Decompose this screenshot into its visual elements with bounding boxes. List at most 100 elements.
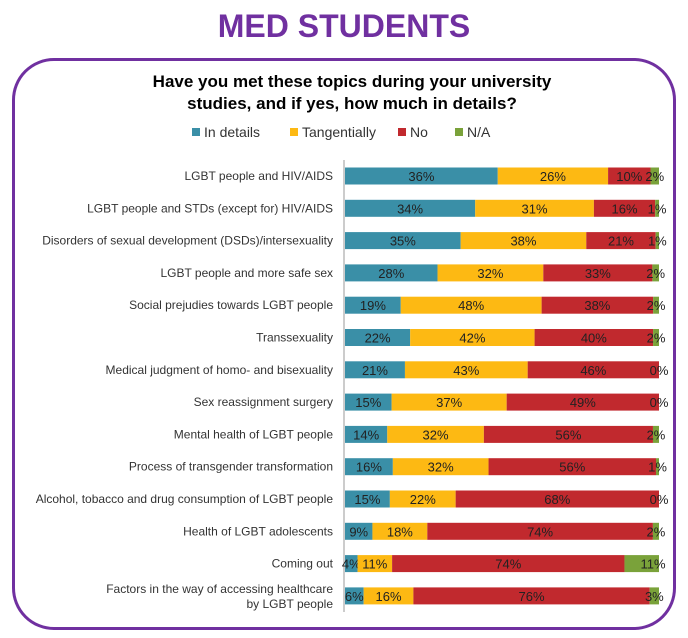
data-label: 49% [570,395,596,410]
category-label: Factors in the way of accessing healthca… [106,582,333,596]
category-label: Mental health of LGBT people [174,427,334,441]
bar-segment [655,199,659,217]
data-label: 38% [584,298,610,313]
data-label: 1% [648,234,667,249]
data-label: 40% [581,331,607,346]
category-label: Transsexuality [256,331,333,345]
data-label: 15% [354,492,380,507]
page-title: MED STUDENTS [217,8,471,44]
bar-segment [392,458,489,476]
bar-segment [652,522,659,540]
data-label: 37% [436,395,462,410]
bar-segment [345,458,393,476]
chart-title: studies, and if yes, how much in details… [187,94,517,113]
data-label: 26% [540,169,566,184]
bar-segment [543,264,653,282]
bar-segment [475,199,594,217]
chart-title: Have you met these topics during your un… [153,72,552,91]
data-label: 43% [453,363,479,378]
data-label: 42% [459,331,485,346]
legend-label: In details [204,124,260,140]
category-label: LGBT people and more safe sex [160,266,333,280]
data-label: 2% [647,524,666,539]
data-label: 0% [650,395,669,410]
bar-segment [389,490,456,508]
legend-swatch [455,128,463,136]
bar-segment [410,329,535,346]
data-label: 14% [353,427,379,442]
bar-segment [653,296,659,314]
category-label: Coming out [272,557,334,571]
bar-segment [650,167,659,185]
data-label: 2% [646,266,665,281]
data-label: 56% [559,460,585,475]
data-label: 16% [376,589,402,604]
bar-segment [400,296,542,314]
data-label: 11% [362,557,387,572]
category-label: Sex reassignment surgery [194,395,333,409]
data-label: 74% [495,557,521,572]
bar-segment [345,393,392,411]
bar-segment [345,232,461,250]
bar-segment [387,425,484,443]
bar-segment [357,555,393,573]
bar-segment [345,555,358,573]
data-label: 76% [519,589,545,604]
data-label: 74% [527,524,553,539]
bar-segment [345,587,364,605]
data-label: 3% [645,589,664,604]
bar-segment [652,264,659,282]
bar-segment [345,296,401,314]
data-label: 34% [397,201,423,216]
bar-segment [455,490,659,508]
data-label: 36% [408,169,434,184]
bar-segment [413,587,650,605]
legend-label: N/A [467,124,491,140]
data-label: 38% [510,234,536,249]
data-label: 68% [544,492,570,507]
data-label: 28% [378,266,404,281]
bar-segment [593,199,656,217]
bar-segment [345,490,390,508]
legend-swatch [398,128,406,136]
bar-segment [534,329,654,346]
data-label: 16% [356,460,382,475]
bar-segment [497,167,609,185]
data-label: 33% [585,266,611,281]
data-label: 35% [390,234,416,249]
category-label: LGBT people and HIV/AIDS [184,169,333,183]
bar-segment [649,587,659,605]
category-label: by LGBT people [246,597,333,611]
legend-swatch [290,128,298,136]
bar-segment [363,587,414,605]
data-label: 2% [647,331,666,346]
bar-segment [404,361,528,379]
bar-segment [506,393,659,411]
data-label: 2% [645,169,664,184]
data-label: 32% [477,266,503,281]
data-label: 32% [428,460,454,475]
legend-swatch [192,128,200,136]
data-label: 22% [410,492,436,507]
legend-label: Tangentially [302,124,376,140]
bar-segment [345,264,438,282]
bar-segment [652,425,659,443]
data-label: 6% [345,589,364,604]
bar-segment [586,232,656,250]
category-label: Medical judgment of homo- and bisexualit… [106,363,333,377]
bar-segment [624,555,659,573]
bar-segment [653,329,659,346]
bar-segment [345,361,405,379]
bar-segment [608,167,651,185]
legend-label: No [410,124,428,140]
data-label: 48% [458,298,484,313]
data-label: 0% [650,363,669,378]
data-label: 1% [648,201,667,216]
data-label: 19% [360,298,386,313]
data-label: 0% [650,492,669,507]
data-label: 22% [365,331,391,346]
data-label: 56% [555,427,581,442]
bar-segment [345,329,411,346]
